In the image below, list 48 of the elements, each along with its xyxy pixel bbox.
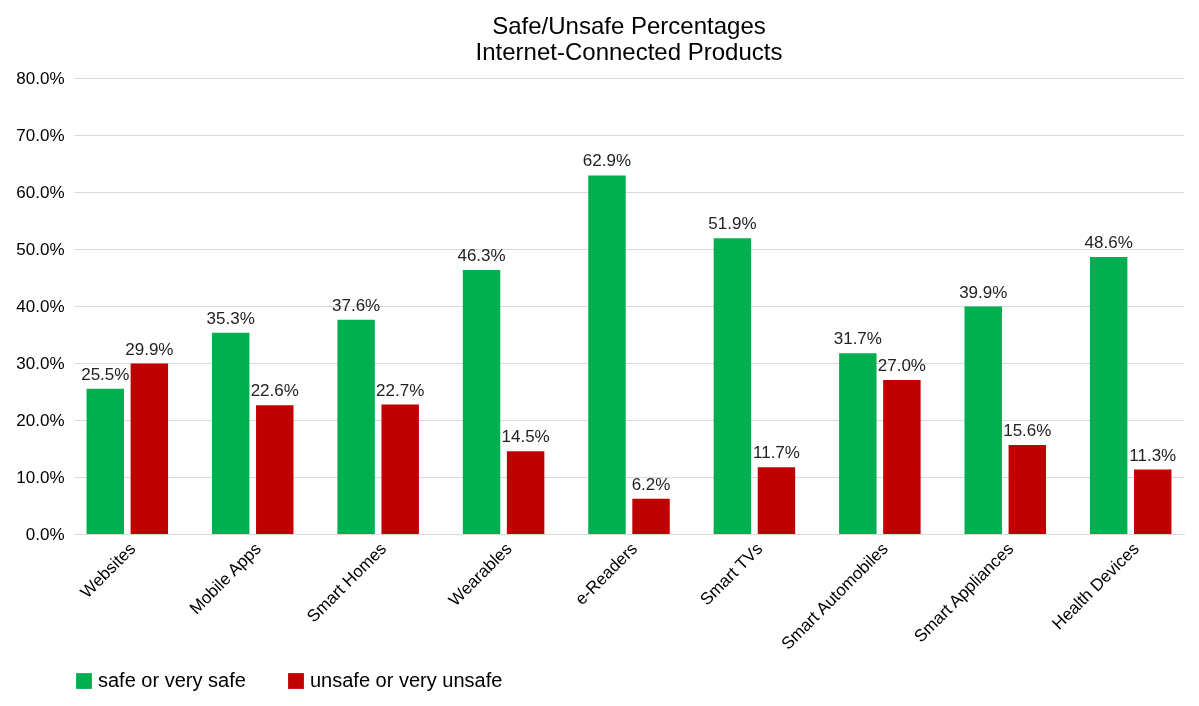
- bar: [1089, 256, 1128, 534]
- y-tick-label: 10.0%: [16, 467, 65, 487]
- y-tick-label: 70.0%: [16, 125, 65, 145]
- bar: [462, 270, 501, 534]
- data-label: 46.3%: [457, 246, 506, 266]
- bar: [506, 451, 545, 534]
- y-tick-label: 0.0%: [25, 524, 65, 544]
- data-label: 48.6%: [1084, 232, 1133, 252]
- bar: [1008, 445, 1047, 534]
- y-tick-label: 80.0%: [16, 68, 65, 88]
- data-label: 11.7%: [752, 443, 800, 463]
- bar: [883, 380, 921, 534]
- legend-label: unsafe or very unsafe: [310, 669, 503, 691]
- bar: [632, 498, 670, 534]
- bar: [130, 363, 169, 534]
- bar: [381, 404, 419, 534]
- y-tick-label: 50.0%: [16, 239, 65, 259]
- bar: [964, 306, 1002, 534]
- data-label: 31.7%: [833, 329, 882, 349]
- data-label: 39.9%: [959, 282, 1008, 302]
- bar: [757, 467, 796, 534]
- data-label: 6.2%: [631, 474, 671, 494]
- data-label: 37.6%: [332, 295, 381, 315]
- data-label: 11.3%: [1129, 445, 1177, 465]
- bar: [588, 175, 626, 534]
- legend-label: safe or very safe: [98, 669, 246, 691]
- data-label: 62.9%: [582, 151, 632, 171]
- bar: [86, 388, 124, 534]
- bar: [1134, 469, 1172, 534]
- data-label: 22.7%: [376, 380, 425, 400]
- y-tick-label: 40.0%: [16, 296, 65, 316]
- data-label: 15.6%: [1003, 421, 1052, 441]
- chart-title: Safe/Unsafe Percentages Internet-Connected Products: [475, 12, 783, 65]
- data-label: 25.5%: [81, 364, 130, 384]
- data-label: 14.5%: [501, 427, 550, 447]
- y-tick-label: 20.0%: [16, 410, 65, 430]
- bar: [713, 238, 752, 534]
- data-label: 51.9%: [708, 214, 757, 234]
- data-label: 22.6%: [250, 381, 299, 401]
- y-tick-label: 30.0%: [16, 353, 65, 373]
- bar: [839, 353, 877, 534]
- bar: [211, 332, 250, 534]
- data-label: 35.3%: [206, 308, 255, 328]
- y-tick-label: 60.0%: [16, 182, 65, 202]
- data-label: 29.9%: [125, 339, 174, 359]
- bar: [337, 319, 375, 534]
- bar: [256, 405, 294, 534]
- data-label: 27.0%: [877, 356, 926, 376]
